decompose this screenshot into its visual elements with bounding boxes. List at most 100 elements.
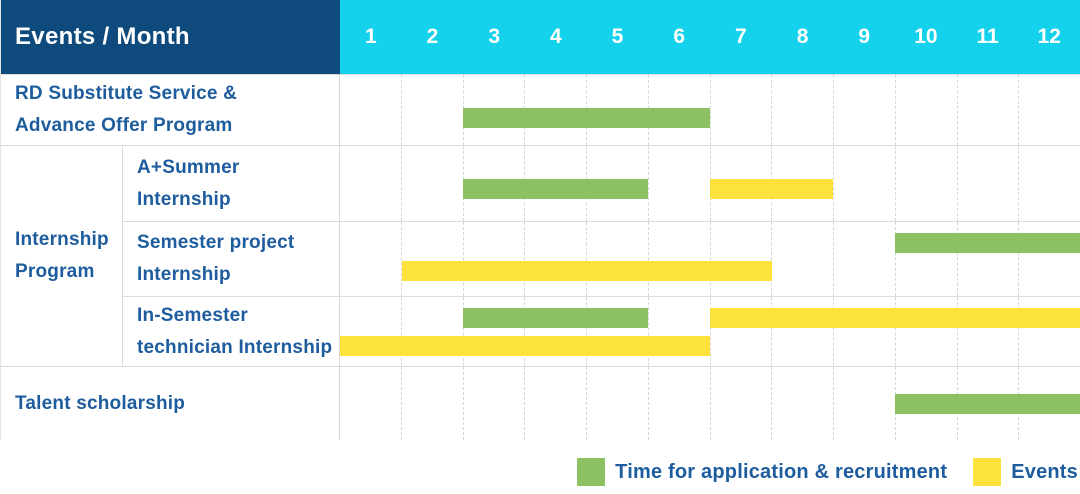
month-label: 12 — [1037, 25, 1061, 48]
month-cell — [956, 297, 1019, 366]
gantt-bar-application — [895, 394, 1080, 414]
row-label-talent-scholarship: Talent scholarship — [1, 367, 340, 440]
month-label: 1 — [364, 25, 377, 48]
gantt-track-talent-scholarship — [340, 367, 1080, 440]
gantt-track-a-summer — [340, 146, 1080, 221]
month-cell — [340, 75, 401, 145]
month-cell — [709, 222, 772, 296]
month-cell — [400, 367, 463, 440]
month-label: 7 — [735, 25, 747, 48]
month-cell — [462, 367, 525, 440]
month-cell — [709, 146, 772, 221]
gantt-track-semester-project — [340, 222, 1080, 296]
gantt-track-rd-substitute — [340, 75, 1080, 145]
legend-events-swatch — [973, 458, 1002, 486]
month-cell — [894, 222, 957, 296]
month-label: 6 — [673, 25, 686, 48]
month-cell — [771, 297, 833, 366]
row-label-line: Semester project — [137, 232, 295, 253]
row-label-line: RD Substitute Service & — [15, 83, 238, 104]
month-cell — [647, 222, 710, 296]
gantt-bar-event — [710, 308, 1080, 328]
legend-events-label: Events — [1011, 460, 1078, 483]
gantt-bar-event — [340, 336, 710, 356]
row-semester-project-internship: Semester project Internship — [123, 221, 1080, 296]
month-cell — [400, 146, 463, 221]
month-label: 3 — [488, 25, 501, 48]
row-label-line: Internship — [137, 264, 231, 285]
month-cell — [894, 146, 957, 221]
month-label: 8 — [796, 25, 809, 48]
row-in-semester-technician-internship: In-Semester technician Internship — [123, 296, 1080, 366]
month-cell — [586, 297, 648, 366]
month-cell — [1018, 146, 1080, 221]
month-cell — [462, 75, 525, 145]
month-cell — [524, 367, 586, 440]
legend-application-label: Time for application & recruitment — [615, 460, 948, 483]
row-label-line: Talent scholarship — [15, 392, 186, 414]
month-cell — [771, 222, 833, 296]
row-label-semester-project: Semester project Internship — [123, 222, 340, 296]
month-cell — [894, 297, 957, 366]
month-cell — [586, 367, 648, 440]
month-cell — [894, 75, 957, 145]
row-label-a-summer: A+Summer Internship — [123, 146, 340, 221]
month-cell — [956, 222, 1019, 296]
row-label-line: A+Summer — [137, 156, 240, 178]
month-cell — [524, 222, 586, 296]
month-cell — [709, 75, 772, 145]
row-group-internship-program: Internship Program A+Summer Internship S… — [1, 145, 1080, 366]
gantt-bar-application — [895, 233, 1080, 253]
row-talent-scholarship: Talent scholarship — [1, 366, 1080, 440]
month-cell — [709, 367, 772, 440]
month-label: 5 — [611, 25, 624, 48]
group-label-line: Program — [15, 261, 95, 282]
row-rd-substitute: RD Substitute Service & Advance Offer Pr… — [1, 74, 1080, 145]
month-cell — [833, 222, 895, 296]
row-label-line: Advance Offer Program — [15, 115, 233, 136]
month-label: 4 — [550, 25, 562, 48]
month-cell — [462, 297, 525, 366]
legend: Time for application & recruitment Event… — [0, 452, 1078, 492]
month-label: 10 — [914, 25, 938, 48]
group-subrows: A+Summer Internship Semester project Int… — [123, 146, 1080, 366]
group-label-internship-program: Internship Program — [1, 146, 123, 366]
row-label-line: technician Internship — [137, 336, 333, 358]
gantt-bar-event — [401, 261, 772, 281]
month-cell — [771, 367, 833, 440]
month-cell — [956, 146, 1019, 221]
gantt-table: Events / Month 1 2 3 4 5 6 7 8 9 10 11 12 RD Substi… — [0, 0, 1080, 440]
gantt-track-in-semester — [340, 297, 1080, 366]
month-cell — [833, 297, 895, 366]
month-cell — [340, 222, 401, 296]
row-label-in-semester: In-Semester technician Internship — [123, 297, 340, 366]
month-cell — [771, 75, 833, 145]
month-cell — [586, 222, 648, 296]
month-cell — [400, 297, 463, 366]
legend-application-swatch — [577, 458, 606, 486]
row-a-summer-internship: A+Summer Internship — [123, 146, 1080, 221]
month-label: 2 — [426, 25, 439, 48]
gantt-bar-application — [463, 108, 710, 128]
month-cell — [524, 297, 586, 366]
month-cell — [833, 75, 895, 145]
month-cell — [462, 222, 525, 296]
month-label: 11 — [976, 25, 999, 48]
month-axis: 1 2 3 4 5 6 7 8 9 10 11 12 — [340, 0, 1080, 74]
month-cell — [1018, 222, 1080, 296]
table-title: Events / Month — [1, 0, 340, 74]
month-cell — [400, 222, 463, 296]
row-label-line: Internship — [137, 188, 231, 210]
month-label: 9 — [858, 25, 871, 48]
month-cell — [462, 146, 525, 221]
month-cell — [956, 75, 1019, 145]
month-cell — [340, 146, 401, 221]
gantt-bar-event — [710, 179, 834, 199]
month-cell — [833, 367, 895, 440]
month-cell — [340, 367, 401, 440]
gantt-bar-application — [463, 308, 649, 328]
group-label-line: Internship — [15, 229, 109, 250]
month-cell — [647, 146, 710, 221]
row-label-line: In-Semester — [137, 304, 248, 326]
